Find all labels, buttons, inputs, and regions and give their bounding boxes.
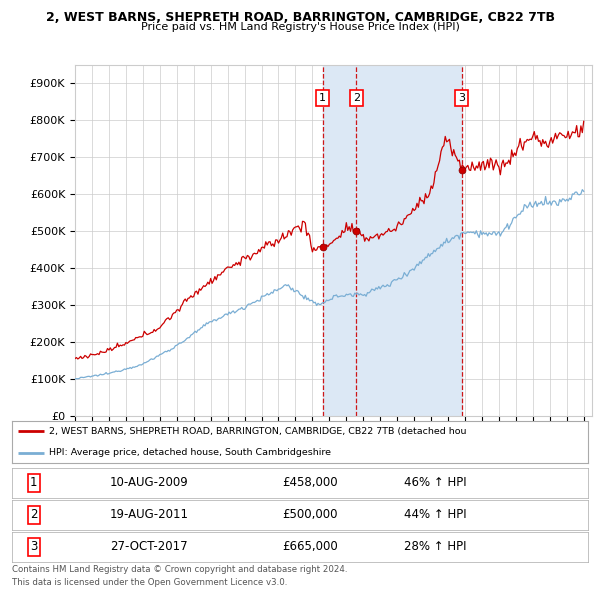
Text: £458,000: £458,000 [283, 476, 338, 490]
Bar [323, 65, 461, 416]
Text: Price paid vs. HM Land Registry's House Price Index (HPI): Price paid vs. HM Land Registry's House … [140, 22, 460, 32]
Text: 46% ↑ HPI: 46% ↑ HPI [404, 476, 466, 490]
Text: 2, WEST BARNS, SHEPRETH ROAD, BARRINGTON, CAMBRIDGE, CB22 7TB: 2, WEST BARNS, SHEPRETH ROAD, BARRINGTON… [46, 11, 554, 24]
Text: 1: 1 [319, 93, 326, 103]
Text: 2: 2 [30, 508, 38, 522]
Text: 27-OCT-2017: 27-OCT-2017 [110, 540, 188, 553]
Text: 44% ↑ HPI: 44% ↑ HPI [404, 508, 466, 522]
Text: HPI: Average price, detached house, South Cambridgeshire: HPI: Average price, detached house, Sout… [49, 448, 331, 457]
Text: 1: 1 [30, 476, 38, 490]
Text: 28% ↑ HPI: 28% ↑ HPI [404, 540, 466, 553]
Text: 10-AUG-2009: 10-AUG-2009 [110, 476, 188, 490]
Text: 3: 3 [458, 93, 465, 103]
Text: 19-AUG-2011: 19-AUG-2011 [110, 508, 189, 522]
Text: £500,000: £500,000 [283, 508, 338, 522]
Text: This data is licensed under the Open Government Licence v3.0.: This data is licensed under the Open Gov… [12, 578, 287, 586]
Text: £665,000: £665,000 [283, 540, 338, 553]
Text: Contains HM Land Registry data © Crown copyright and database right 2024.: Contains HM Land Registry data © Crown c… [12, 565, 347, 573]
Text: 3: 3 [30, 540, 38, 553]
Text: 2, WEST BARNS, SHEPRETH ROAD, BARRINGTON, CAMBRIDGE, CB22 7TB (detached hou: 2, WEST BARNS, SHEPRETH ROAD, BARRINGTON… [49, 427, 467, 436]
Text: 2: 2 [353, 93, 360, 103]
